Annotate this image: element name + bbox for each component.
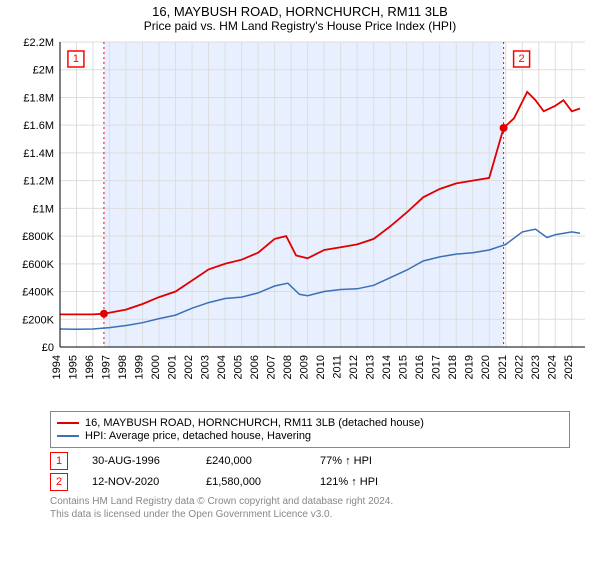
svg-text:2005: 2005 [233,355,245,379]
transaction-date: 12-NOV-2020 [92,476,182,488]
footer-line: Contains HM Land Registry data © Crown c… [50,495,570,508]
svg-text:2025: 2025 [563,355,575,379]
svg-text:1999: 1999 [134,355,146,379]
svg-text:2004: 2004 [216,355,228,379]
legend-item: HPI: Average price, detached house, Have… [57,430,563,442]
transactions-table: 1 30-AUG-1996 £240,000 77% ↑ HPI 2 12-NO… [50,452,570,491]
svg-text:2003: 2003 [200,355,212,379]
svg-text:2010: 2010 [315,355,327,379]
footer: Contains HM Land Registry data © Crown c… [50,495,570,521]
transaction-hpi: 121% ↑ HPI [320,476,410,488]
svg-text:1994: 1994 [51,355,63,379]
svg-text:£2.2M: £2.2M [23,37,54,49]
transaction-marker-icon: 1 [50,452,68,470]
transaction-date: 30-AUG-1996 [92,455,182,467]
legend-swatch [57,422,79,424]
svg-text:1996: 1996 [84,355,96,379]
svg-text:1998: 1998 [117,355,129,379]
svg-text:£200K: £200K [22,314,54,326]
transaction-price: £1,580,000 [206,476,296,488]
transaction-price: £240,000 [206,455,296,467]
svg-text:£1.8M: £1.8M [23,92,54,104]
svg-text:2021: 2021 [497,355,509,379]
chart-area: £0 £200K £400K £600K £800K £1M £1.2M £1.4M £1.6M… [10,37,590,407]
svg-text:£1.6M: £1.6M [23,120,54,132]
svg-text:£1M: £1M [33,203,54,215]
legend-swatch [57,435,79,437]
legend-item: 16, MAYBUSH ROAD, HORNCHURCH, RM11 3LB (… [57,417,563,429]
svg-text:2007: 2007 [266,355,278,379]
svg-text:2017: 2017 [431,355,443,379]
svg-text:£400K: £400K [22,287,54,299]
svg-text:£1.2M: £1.2M [23,176,54,188]
chart-svg: £0 £200K £400K £600K £800K £1M £1.2M £1.4M £1.6M… [10,37,590,407]
svg-text:£2M: £2M [33,65,54,77]
svg-text:2000: 2000 [150,355,162,379]
svg-text:£600K: £600K [22,259,54,271]
footer-line: This data is licensed under the Open Gov… [50,508,570,521]
svg-text:£800K: £800K [22,231,54,243]
chart-title-line1: 16, MAYBUSH ROAD, HORNCHURCH, RM11 3LB [0,4,600,19]
legend-label: HPI: Average price, detached house, Have… [85,430,311,442]
svg-text:1: 1 [73,53,79,65]
transaction-row: 2 12-NOV-2020 £1,580,000 121% ↑ HPI [50,473,570,491]
svg-text:2023: 2023 [530,355,542,379]
svg-text:2015: 2015 [398,355,410,379]
chart-title-block: 16, MAYBUSH ROAD, HORNCHURCH, RM11 3LB P… [0,4,600,33]
svg-text:2008: 2008 [282,355,294,379]
svg-text:1995: 1995 [68,355,80,379]
svg-text:2012: 2012 [348,355,360,379]
svg-text:2002: 2002 [183,355,195,379]
chart-title-line2: Price paid vs. HM Land Registry's House … [0,19,600,33]
transaction-hpi: 77% ↑ HPI [320,455,410,467]
svg-text:2016: 2016 [414,355,426,379]
svg-text:2011: 2011 [332,355,344,379]
svg-text:2020: 2020 [480,355,492,379]
svg-text:£1.4M: £1.4M [23,148,54,160]
transaction-marker-icon: 2 [50,473,68,491]
svg-text:2: 2 [519,53,525,65]
svg-text:2006: 2006 [249,355,261,379]
svg-text:2013: 2013 [365,355,377,379]
svg-text:2001: 2001 [167,355,179,379]
legend-label: 16, MAYBUSH ROAD, HORNCHURCH, RM11 3LB (… [85,417,424,429]
svg-text:2024: 2024 [546,355,558,379]
svg-text:2009: 2009 [299,355,311,379]
svg-text:£0: £0 [42,342,54,354]
transaction-row: 1 30-AUG-1996 £240,000 77% ↑ HPI [50,452,570,470]
svg-text:2019: 2019 [464,355,476,379]
svg-text:2018: 2018 [447,355,459,379]
svg-text:2022: 2022 [513,355,525,379]
legend: 16, MAYBUSH ROAD, HORNCHURCH, RM11 3LB (… [50,411,570,448]
svg-text:1997: 1997 [101,355,113,379]
svg-text:2014: 2014 [381,355,393,379]
